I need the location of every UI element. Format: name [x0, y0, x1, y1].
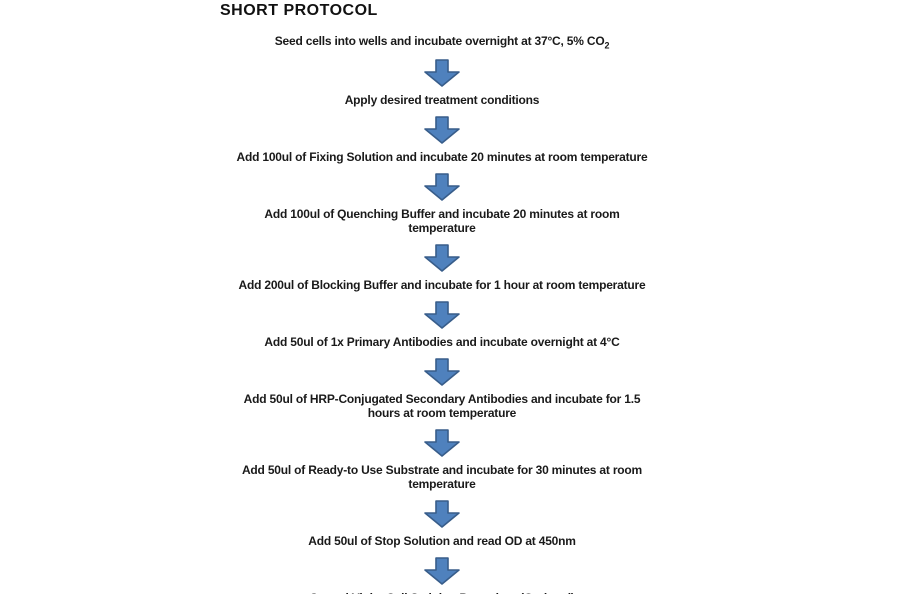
- protocol-step: Add 50ul of HRP-Conjugated Secondary Ant…: [243, 392, 641, 421]
- protocol-step: Add 100ul of Fixing Solution and incubat…: [236, 150, 648, 165]
- down-arrow-icon: [424, 429, 460, 458]
- subscript-text: 2: [604, 40, 610, 51]
- protocol-step: Add 100ul of Quenching Buffer and incuba…: [264, 207, 620, 236]
- page-title: SHORT PROTOCOL: [220, 2, 378, 19]
- down-arrow-icon: [424, 301, 460, 330]
- protocol-step: Add 200ul of Blocking Buffer and incubat…: [238, 278, 646, 293]
- down-arrow-icon: [424, 244, 460, 273]
- protocol-step: Crystal Violet Cell Staining Procedure (…: [309, 591, 575, 594]
- down-arrow-icon: [424, 59, 460, 88]
- protocol-step: Add 50ul of Stop Solution and read OD at…: [308, 534, 576, 549]
- step-text: Seed cells into wells and incubate overn…: [274, 34, 605, 48]
- down-arrow-icon: [424, 358, 460, 387]
- protocol-step: Apply desired treatment conditions: [344, 93, 540, 108]
- protocol-step: Seed cells into wells and incubate overn…: [275, 34, 610, 50]
- protocol-step: Add 50ul of Ready-to Use Substrate and i…: [241, 463, 643, 492]
- protocol-step: Add 50ul of 1x Primary Antibodies and in…: [264, 335, 620, 350]
- down-arrow-icon: [424, 173, 460, 202]
- down-arrow-icon: [424, 557, 460, 586]
- protocol-flow: Seed cells into wells and incubate overn…: [156, 34, 728, 594]
- down-arrow-icon: [424, 500, 460, 529]
- down-arrow-icon: [424, 116, 460, 145]
